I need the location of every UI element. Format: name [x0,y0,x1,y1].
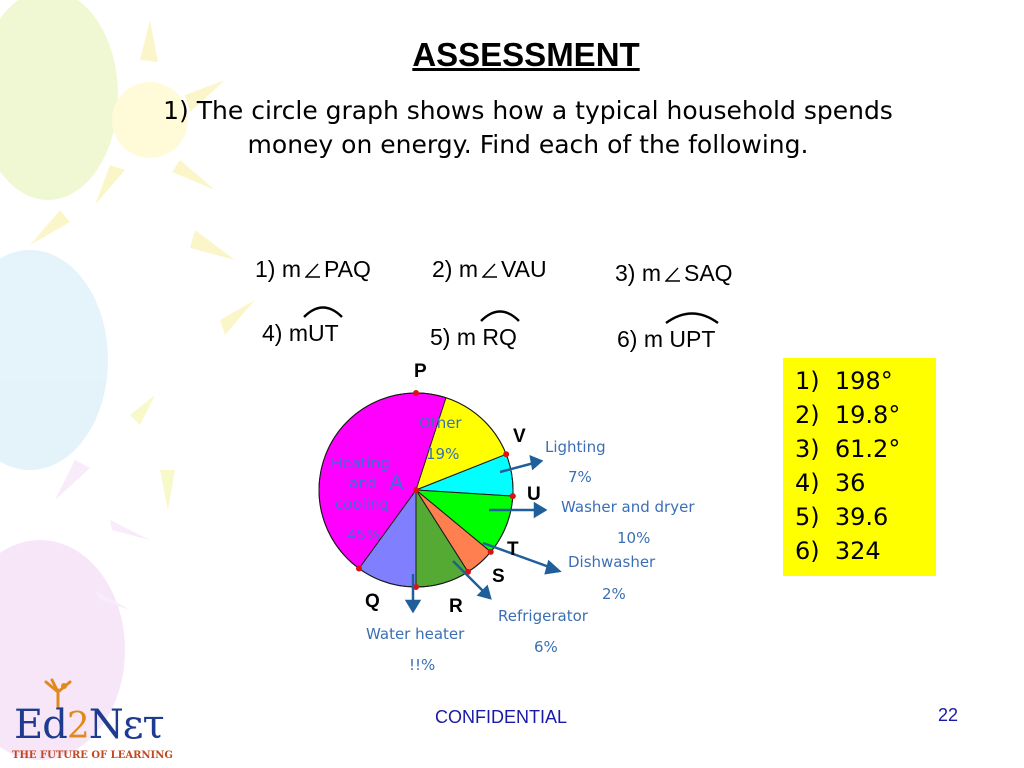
center-point-dot [413,487,419,493]
prompt-line-1: 1) The circle graph shows how a typical … [163,96,893,125]
arc-symbol-icon [303,306,344,318]
question-4-target: UT [308,320,339,346]
answer-5: 5) 39.6 [795,503,889,531]
pie-arrows [404,455,562,614]
point-label-Q: Q [365,591,380,612]
dishwasher-arrowhead [544,559,562,575]
logo-part-ed: Ed [14,702,68,748]
label-water-heater-name: Water heater [366,625,465,643]
logo-wordmark: Ed2Nετ [14,702,165,748]
prompt-line-2: money on energy. Find each of the follow… [247,130,809,159]
angle-symbol-icon [482,263,497,278]
dishwasher-arrow [482,541,553,570]
point-label-T: T [507,539,519,560]
point-label-S: S [492,566,505,587]
label-water-heater-pct: !!% [409,656,436,674]
answer-6: 6) 324 [795,537,881,565]
logo-tagline: THE FUTURE OF LEARNING [12,750,173,761]
pie-points [355,390,516,590]
slide-title: ASSESSMENT [412,36,640,73]
label-heating-3: cooling [335,495,389,513]
point-dot [487,548,494,555]
label-heating-pct: 45% [347,526,381,544]
angle-symbol-icon [305,263,320,278]
label-refrigerator-name: Refrigerator [498,607,588,625]
question-3-target: SAQ [684,260,733,286]
label-lighting-pct: 7% [568,468,592,486]
logo-part-2: 2 [66,706,90,747]
answer-2: 2) 19.8° [795,401,901,429]
label-lighting-name: Lighting [545,438,606,456]
center-point-label: A [389,470,404,495]
answer-key-box: 1) 198° 2) 19.8° 3) 61.2° 4) 36 5) 39.6 … [783,358,936,576]
point-label-V: V [513,426,526,447]
arc-symbol-icon [479,310,520,322]
question-5: 5) m RQ [430,310,520,351]
footer-page-number: 22 [938,705,959,725]
point-dot [503,451,510,458]
question-5-prefix: 5) m [430,324,476,350]
label-heating-1: Heating [331,454,390,472]
refrigerator-arrow [452,560,485,593]
label-refrigerator-pct: 6% [534,638,558,656]
question-3: 3) m SAQ [615,260,733,287]
question-4-prefix: 4) m [262,320,308,346]
question-1-target: PAQ [324,256,371,282]
question-2-target: VAU [501,256,547,282]
logo-part-net: Nετ [88,702,165,748]
point-label-R: R [449,596,463,617]
question-6-prefix: 6) m [617,326,663,352]
point-dot [355,565,362,572]
point-dot [509,493,516,500]
lighting-arrow [499,461,535,474]
answer-3: 3) 61.2° [795,435,901,463]
question-6-target: UPT [669,326,716,352]
arc-symbol-icon [665,312,720,324]
label-other-name: Other [419,414,462,432]
angle-symbol-icon [665,267,680,282]
answer-4: 4) 36 [795,469,866,497]
point-label-U: U [527,484,541,505]
label-other-pct: 19% [426,445,460,463]
answer-1: 1) 198° [795,367,893,395]
water-heater-arrowhead [404,599,422,614]
label-washer-name: Washer and dryer [561,498,695,516]
lighting-arrowhead [529,455,544,471]
question-prompt: 1) The circle graph shows how a typical … [80,94,976,162]
footer-confidential: CONFIDENTIAL [435,707,568,727]
question-1-prefix: 1) m [255,256,301,282]
point-label-P: P [414,361,427,382]
washer-arrowhead [533,501,548,519]
label-heating-2: and [349,474,378,492]
question-2-prefix: 2) m [432,256,478,282]
refrigerator-arrowhead [476,584,492,600]
logo-figure-icon [44,678,72,708]
label-dishwasher-pct: 2% [602,585,626,603]
label-washer-pct: 10% [617,529,651,547]
label-dishwasher-name: Dishwasher [568,553,656,571]
question-5-target: RQ [482,324,517,350]
question-1: 1) m PAQ [255,256,371,283]
question-4: 4) m UT [262,306,344,347]
question-3-prefix: 3) m [615,260,661,286]
question-2: 2) m VAU [432,256,547,283]
question-6: 6) m UPT [617,312,720,353]
point-dot [413,390,419,396]
point-dot [413,584,419,590]
